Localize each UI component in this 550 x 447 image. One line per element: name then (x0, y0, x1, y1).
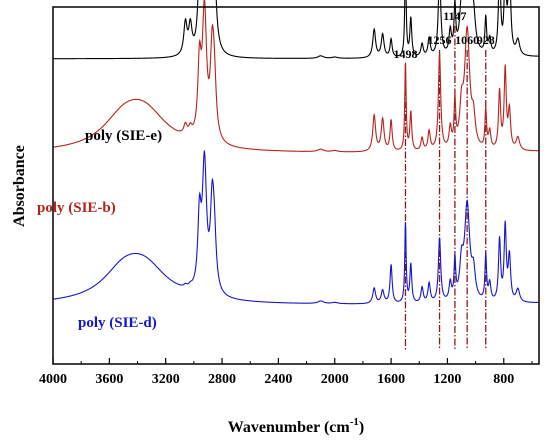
series-label-1: poly (SIE-e) (85, 128, 162, 144)
peak-label-1498: 1498 (393, 47, 417, 61)
peak-label-1256: 1256 (428, 33, 452, 47)
peak-label-1147: 1147 (443, 9, 466, 23)
x-axis-title-main: Wavenumber (cm (228, 419, 351, 436)
x-tick-label-2000: 2000 (321, 372, 349, 387)
x-tick-label-3600: 3600 (95, 372, 123, 387)
peak-label-928: 928 (477, 33, 495, 47)
x-axis-title-superscript: -1 (350, 416, 359, 428)
y-axis-title: Absorbance (11, 145, 28, 227)
x-axis-ticks: 4000 3600 3200 2800 2400 2000 1600 1200 800 (39, 358, 533, 387)
spectrum-1 (53, 0, 539, 60)
plot-frame (52, 6, 540, 365)
peak-marker-layer (404, 26, 487, 350)
x-tick-label-800: 800 (493, 372, 514, 387)
x-tick-label-4000: 4000 (39, 372, 67, 387)
x-axis-title: Wavenumber (cm-1) (228, 416, 364, 436)
series-label-3: poly (SIE-d) (78, 315, 157, 331)
spectrum-2 (52, 0, 539, 153)
spectrum-3 (52, 149, 539, 305)
x-tick-label-1600: 1600 (377, 372, 405, 387)
x-tick-label-1200: 1200 (433, 372, 461, 387)
series-label-layer: poly (SIE-e) poly (SIE-b) poly (SIE-d) (37, 128, 162, 331)
spectra-layer (52, 0, 539, 305)
series-label-2: poly (SIE-b) (37, 200, 116, 216)
x-axis-title-close: ) (359, 419, 364, 436)
x-tick-label-2800: 2800 (208, 372, 236, 387)
x-tick-label-3200: 3200 (152, 372, 180, 387)
peak-label-1060: 1060 (455, 33, 479, 47)
x-tick-label-2400: 2400 (264, 372, 292, 387)
